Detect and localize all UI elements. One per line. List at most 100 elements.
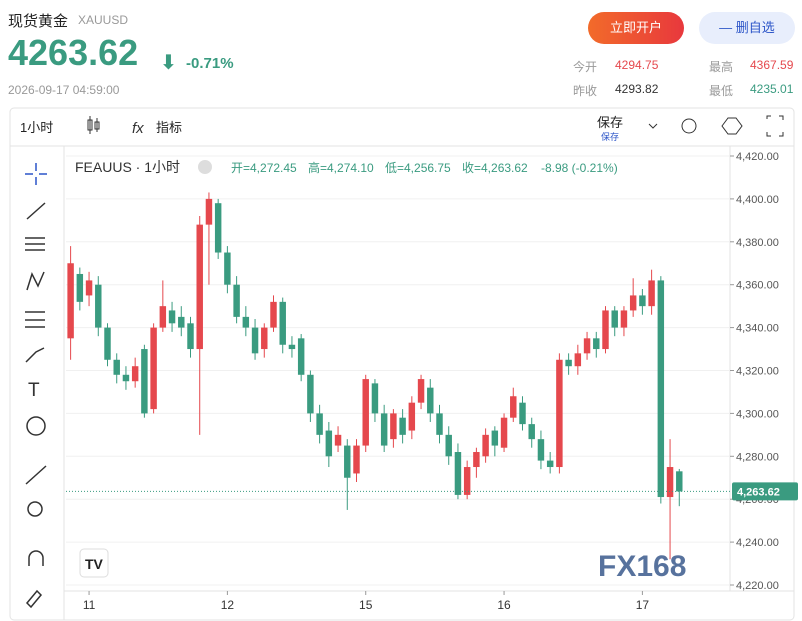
y-tick-label: 4,380.00	[736, 237, 779, 249]
price: 4263.62	[8, 32, 139, 73]
watermark: FX168	[598, 550, 686, 583]
candle-body	[491, 430, 499, 446]
candle-body	[307, 374, 314, 414]
candle-body	[390, 413, 397, 440]
candle-body	[546, 460, 554, 468]
y-tick-label: 4,220.00	[736, 580, 779, 592]
candle-body	[76, 273, 84, 302]
stat-value: 4293.82	[615, 82, 659, 96]
y-tick-label: 4,300.00	[736, 408, 779, 420]
candle-body	[399, 417, 406, 435]
x-tick-label: 15	[359, 598, 373, 612]
candle-body	[288, 344, 296, 350]
y-tick-label: 4,400.00	[736, 194, 779, 206]
y-tick-label: 4,280.00	[736, 451, 779, 463]
candle-body	[463, 467, 471, 495]
y-tick-label: 4,320.00	[736, 366, 779, 378]
down-arrow: ⬇	[160, 52, 177, 74]
stat-label: 昨收	[573, 84, 598, 98]
candle-body	[537, 439, 545, 461]
stat-label: 最低	[709, 84, 734, 98]
fx-icon[interactable]: fx	[132, 120, 144, 137]
candle-body	[436, 413, 443, 435]
change: -0.71%	[186, 55, 234, 72]
candle-body	[602, 310, 609, 350]
candle-body	[67, 263, 74, 339]
candle-body	[214, 203, 222, 253]
candle-body	[519, 402, 526, 425]
candle-body	[168, 310, 176, 324]
drawing-tools[interactable]: T	[25, 163, 47, 609]
last-price-tag	[732, 482, 798, 501]
candle-body	[417, 379, 425, 403]
candle-body	[95, 284, 102, 328]
candle-body	[454, 452, 462, 495]
candle-body	[131, 366, 139, 382]
legend-open: 开=4,272.45	[231, 161, 297, 175]
candle-body	[297, 338, 305, 375]
candle-body	[113, 359, 120, 375]
candle-body	[510, 396, 517, 418]
x-tick-label: 17	[636, 598, 650, 612]
candle-body	[344, 445, 351, 478]
time: 2026-09-17 04:59:00	[8, 83, 120, 97]
dropdown-icon[interactable]	[648, 123, 658, 129]
candle-body	[159, 306, 167, 328]
y-tick-label: 4,240.00	[736, 537, 779, 549]
svg-text:T: T	[28, 380, 40, 401]
candle-body	[593, 338, 600, 350]
legend-close: 收=4,263.62	[462, 161, 528, 175]
candle-body	[482, 434, 489, 457]
candle-body	[574, 353, 582, 367]
legend-toggle[interactable]	[198, 160, 212, 174]
remove-watch-button[interactable]: — 删自选	[699, 12, 795, 44]
candle-body	[178, 316, 185, 328]
candle-body	[528, 424, 535, 440]
y-tick-label: 4,420.00	[736, 151, 779, 163]
candle-body	[261, 327, 268, 350]
candle-body	[565, 359, 572, 367]
remove-watch-label: 删自选	[735, 20, 775, 35]
search-icon[interactable]	[681, 118, 697, 134]
candle-body	[611, 310, 618, 328]
candle-body	[657, 280, 665, 498]
candle-body	[270, 301, 277, 328]
panel-border	[9, 107, 795, 621]
settings-icon[interactable]	[721, 117, 743, 135]
candle-body	[666, 467, 674, 498]
fullscreen-icon[interactable]	[766, 115, 784, 137]
candle-body	[104, 327, 111, 360]
interval-button[interactable]: 1小时	[20, 120, 53, 135]
candle-body	[556, 359, 563, 468]
candle-body	[334, 434, 342, 446]
open-account-button[interactable]: 立即开户	[588, 12, 684, 44]
legend-change: -8.98 (-0.21%)	[541, 161, 618, 175]
last-price-label: 4,263.62	[737, 486, 780, 498]
candle-body	[85, 280, 93, 296]
candle-body	[233, 284, 240, 317]
candle-body	[473, 452, 480, 468]
candle-body	[224, 252, 231, 285]
stat-value: 4294.75	[615, 58, 659, 72]
title: 现货黄金	[8, 13, 69, 30]
tv-logo	[79, 548, 109, 578]
legend-high: 高=4,274.10	[308, 160, 374, 175]
candle-body	[325, 430, 333, 457]
stat-label: 最高	[709, 60, 734, 74]
candle-body	[242, 316, 250, 328]
candle-body	[122, 374, 130, 382]
candle-body	[639, 295, 646, 307]
x-tick-label: 16	[497, 598, 511, 612]
x-tick-label: 11	[83, 598, 96, 612]
symbol: XAUUSD	[78, 13, 129, 27]
save-sub: 保存	[601, 131, 619, 142]
candle-body	[196, 224, 203, 350]
candle-body	[187, 323, 194, 350]
candle-body	[141, 349, 148, 414]
candle-icon[interactable]	[87, 116, 100, 134]
save-button[interactable]: 保存	[597, 115, 623, 130]
y-tick-label: 4,340.00	[736, 323, 779, 335]
indicators-button[interactable]: 指标	[156, 120, 182, 135]
